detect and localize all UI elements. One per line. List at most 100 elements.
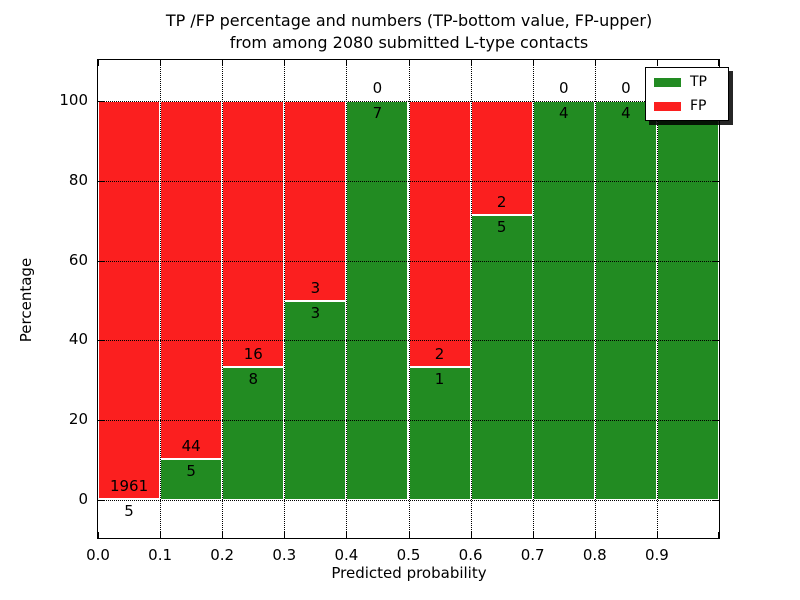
y-tick-mark <box>98 101 104 102</box>
legend-label-tp: TP <box>690 74 707 90</box>
tp-count-label: 5 <box>496 218 507 236</box>
chart-title: TP /FP percentage and numbers (TP-bottom… <box>97 10 721 54</box>
tp-bar-segment <box>346 101 409 500</box>
plot-area: 19615445168330721250404010 TP FP <box>97 59 729 539</box>
fp-bar-segment <box>408 101 471 367</box>
vertical-gridline <box>532 60 534 538</box>
fp-count-label: 0 <box>621 79 631 97</box>
y-axis-label: Percentage <box>17 257 35 343</box>
vertical-gridline <box>284 60 286 538</box>
x-tick-mark <box>346 60 348 66</box>
fp-bar-segment <box>160 101 223 460</box>
x-tick-mark <box>408 60 410 66</box>
tp-bar-segment <box>470 215 533 500</box>
y-tick-mark <box>713 340 719 342</box>
horizontal-gridline <box>98 101 719 102</box>
x-tick-label: 0.8 <box>582 546 607 564</box>
y-tick-mark <box>98 420 104 422</box>
x-tick-mark <box>222 60 224 66</box>
tp-bar-segment <box>222 367 285 500</box>
y-tick-mark <box>98 180 104 182</box>
fp-count-label: 0 <box>372 79 383 97</box>
y-tick-mark <box>713 180 719 182</box>
x-tick-mark <box>284 532 286 538</box>
x-tick-label: 0.7 <box>520 546 545 564</box>
x-tick-mark <box>532 532 534 538</box>
horizontal-gridline <box>98 260 719 262</box>
y-tick-mark <box>98 340 104 342</box>
fp-count-label: 0 <box>558 79 569 97</box>
tp-count-label: 1 <box>434 370 445 388</box>
legend-label-fp: FP <box>690 98 707 114</box>
x-tick-mark <box>98 532 99 538</box>
fp-count-label: 3 <box>310 278 321 297</box>
x-tick-label: 0.3 <box>272 546 297 564</box>
tp-count-label: 5 <box>186 462 196 481</box>
tp-swatch-icon <box>654 77 681 87</box>
x-tick-mark <box>160 60 162 66</box>
chart-title-line2: from among 2080 submitted L-type contact… <box>229 33 589 52</box>
tp-count-label: 4 <box>558 104 569 122</box>
fp-count-label: 2 <box>496 193 507 211</box>
horizontal-gridline <box>98 420 719 422</box>
y-tick-label: 0 <box>78 490 88 508</box>
y-tick-label: 40 <box>68 330 88 349</box>
y-tick-mark <box>713 420 719 422</box>
x-tick-mark <box>718 60 719 66</box>
x-tick-label: 0.1 <box>148 546 173 564</box>
legend-row-fp: FP <box>654 97 720 115</box>
legend: TP FP <box>645 67 729 121</box>
tp-bar-segment <box>594 101 657 500</box>
x-tick-mark <box>594 532 596 538</box>
x-tick-mark <box>98 60 99 66</box>
vertical-gridline <box>408 60 410 538</box>
bars-layer <box>98 60 719 538</box>
tp-count-label: 5 <box>124 501 134 520</box>
x-tick-mark <box>346 532 348 538</box>
fp-bar-segment <box>284 101 347 301</box>
x-tick-mark <box>222 532 224 538</box>
x-tick-label: 0.2 <box>210 546 235 564</box>
vertical-gridline <box>346 60 348 538</box>
legend-row-tp: TP <box>654 73 720 91</box>
x-tick-label: 0.4 <box>334 546 359 564</box>
x-tick-mark <box>470 60 472 66</box>
vertical-gridline <box>160 60 162 538</box>
tp-count-label: 8 <box>248 370 259 388</box>
tp-bar-segment <box>532 101 595 500</box>
x-tick-label: 0.9 <box>644 546 669 564</box>
x-tick-mark <box>408 532 410 538</box>
x-tick-label: 0.0 <box>86 546 110 564</box>
y-tick-mark <box>98 500 104 501</box>
fp-count-label: 1961 <box>109 476 149 495</box>
y-tick-label: 80 <box>68 170 88 189</box>
vertical-gridline <box>594 60 596 538</box>
x-tick-mark <box>656 532 658 538</box>
fp-bar-segment <box>98 101 161 499</box>
fp-count-label: 2 <box>434 345 445 363</box>
horizontal-gridline <box>98 340 719 342</box>
vertical-gridline <box>656 60 658 538</box>
x-axis-label: Predicted probability <box>331 564 487 582</box>
horizontal-gridline <box>98 180 719 182</box>
tp-count-label: 4 <box>621 104 631 122</box>
tp-bar-segment <box>656 101 719 500</box>
y-tick-mark <box>713 500 719 501</box>
x-tick-label: 0.5 <box>396 546 421 564</box>
x-tick-mark <box>470 532 472 538</box>
x-tick-mark <box>718 532 719 538</box>
x-tick-mark <box>160 532 162 538</box>
y-tick-label: 60 <box>68 250 88 269</box>
tp-count-label: 7 <box>372 104 383 122</box>
fp-bar-segment <box>222 101 285 367</box>
fp-swatch-icon <box>654 101 681 111</box>
y-tick-label: 20 <box>68 410 88 429</box>
y-tick-mark <box>98 260 104 262</box>
grid-layer <box>98 60 719 538</box>
vertical-gridline <box>470 60 472 538</box>
tp-bar-segment <box>284 300 347 500</box>
chart-title-line1: TP /FP percentage and numbers (TP-bottom… <box>165 11 653 30</box>
x-tick-label: 0.6 <box>458 546 483 564</box>
vertical-gridline <box>222 60 224 538</box>
